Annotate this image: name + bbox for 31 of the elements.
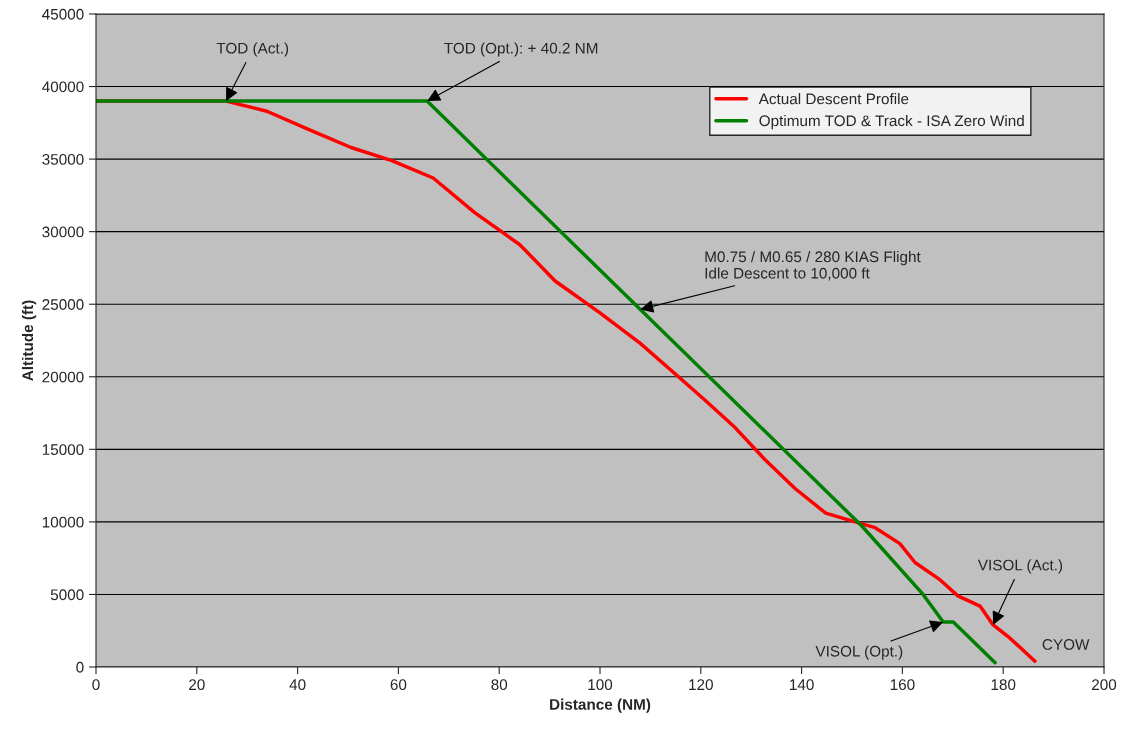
x-tick-label: 0 (92, 679, 100, 691)
y-tick-label: 5000 (50, 589, 84, 601)
y-tick-label: 25000 (42, 299, 84, 310)
y-tick-label: 40000 (42, 81, 84, 93)
x-tick-label: 200 (1092, 679, 1117, 691)
annotation: VISOL (Opt.) (815, 645, 903, 660)
annotation: VISOL (Act.) (977, 559, 1063, 574)
y-tick-label: 30000 (42, 226, 84, 238)
legend-label: Optimum TOD & Track - ISA Zero Wind (759, 114, 1024, 130)
annotation: TOD (Opt.): + 40.2 NM (444, 42, 598, 57)
y-tick-label: 20000 (42, 371, 84, 383)
x-tick-label: 160 (890, 679, 915, 691)
x-tick-label: 140 (790, 679, 814, 691)
x-tick-label: 20 (189, 679, 205, 691)
y-tick-label: 10000 (42, 516, 84, 528)
x-tick-label: 60 (390, 679, 407, 691)
annotation: TOD (Act.) (216, 42, 289, 57)
y-axis-title: Altitude (ft) (21, 300, 37, 381)
x-tick-label: 100 (588, 679, 613, 691)
y-tick-label: 15000 (42, 444, 84, 456)
y-tick-label: 0 (76, 661, 84, 673)
y-tick-label: 35000 (42, 153, 84, 165)
x-tick-label: 120 (689, 679, 713, 691)
annotation: CYOW (1042, 639, 1090, 650)
x-tick-label: 80 (491, 679, 508, 691)
x-tick-label: 180 (991, 679, 1016, 691)
annotation: M0.75 / M0.65 / 280 KIAS Flight Idle Descent to 10,000 ft (705, 250, 921, 281)
x-axis-title: Distance (NM) (550, 698, 651, 713)
x-tick-label: 40 (289, 679, 306, 691)
legend-label: Actual Descent Profile (758, 93, 909, 105)
y-tick-label: 45000 (42, 8, 84, 20)
